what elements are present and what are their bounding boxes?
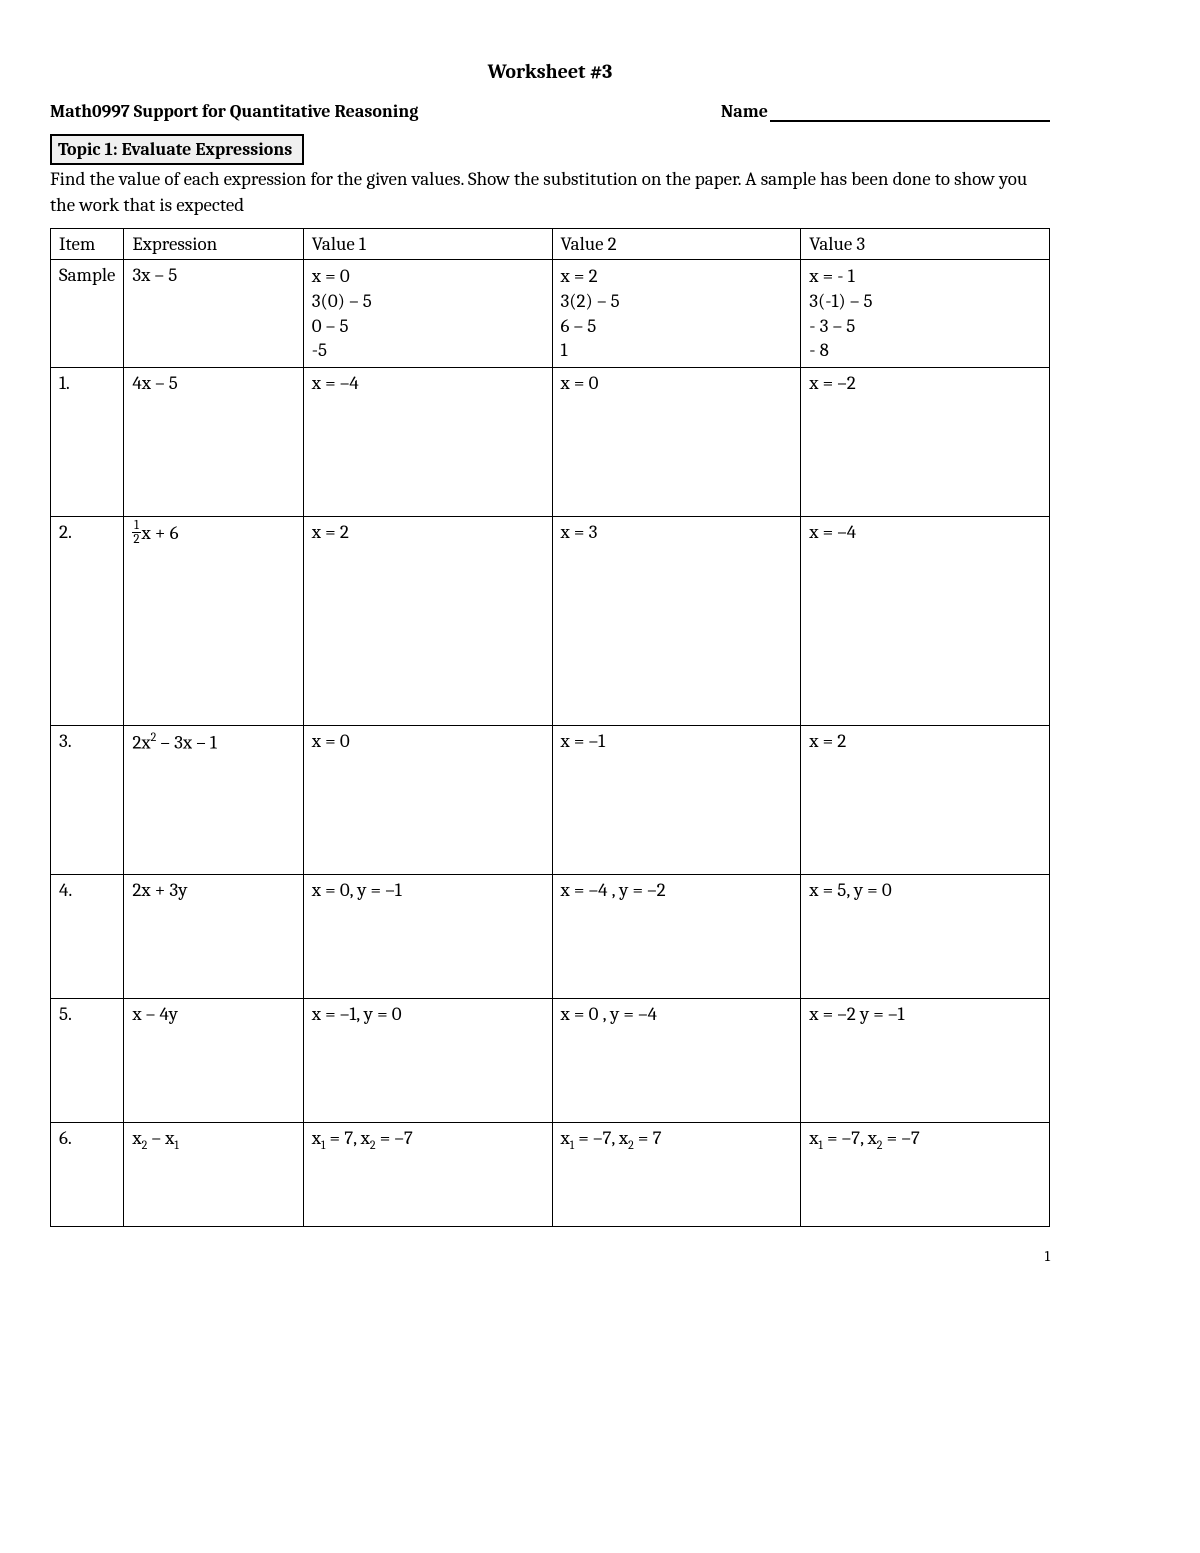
cell-v1: x = –4 — [303, 368, 552, 517]
cell-expr: x – 4y — [124, 999, 303, 1123]
cell-v1: x = 2 — [303, 517, 552, 726]
table-row: 6.x2 – x1x1 = 7, x2 = –7x1 = –7, x2 = 7x… — [51, 1123, 1050, 1227]
cell-v3: x = –4 — [801, 517, 1050, 726]
cell-expr: 2x2 – 3x – 1 — [124, 726, 303, 875]
course-title: Math0997 Support for Quantitative Reason… — [50, 101, 418, 122]
cell-expr: 12x + 6 — [124, 517, 303, 726]
name-field: Name — [721, 101, 1050, 122]
cell-v2: x = –4 , y = –2 — [552, 875, 801, 999]
col-item: Item — [51, 229, 124, 260]
name-label: Name — [721, 101, 768, 122]
cell-v3: x = - 13(-1) – 5- 3 – 5- 8 — [801, 260, 1050, 368]
table-row: 5.x – 4yx = –1, y = 0x = 0 , y = –4x = –… — [51, 999, 1050, 1123]
col-value2: Value 2 — [552, 229, 801, 260]
cell-v2: x = –1 — [552, 726, 801, 875]
cell-expr: 2x + 3y — [124, 875, 303, 999]
cell-v3: x = –2 y = –1 — [801, 999, 1050, 1123]
col-value1: Value 1 — [303, 229, 552, 260]
table-row: 4.2x + 3yx = 0, y = –1x = –4 , y = –2x =… — [51, 875, 1050, 999]
cell-item: 3. — [51, 726, 124, 875]
table-row-sample: Sample3x – 5x = 03(0) – 50 – 5-5x = 23(2… — [51, 260, 1050, 368]
cell-v3: x = 5, y = 0 — [801, 875, 1050, 999]
cell-item: Sample — [51, 260, 124, 368]
cell-item: 1. — [51, 368, 124, 517]
cell-item: 2. — [51, 517, 124, 726]
page-number: 1 — [50, 1247, 1050, 1265]
table-row: 3.2x2 – 3x – 1x = 0x = –1x = 2 — [51, 726, 1050, 875]
cell-v1: x1 = 7, x2 = –7 — [303, 1123, 552, 1227]
col-expression: Expression — [124, 229, 303, 260]
cell-item: 6. — [51, 1123, 124, 1227]
table-row: 1.4x – 5x = –4x = 0x = –2 — [51, 368, 1050, 517]
table-row: 2.12x + 6x = 2x = 3x = –4 — [51, 517, 1050, 726]
cell-expr: 3x – 5 — [124, 260, 303, 368]
cell-v3: x = –2 — [801, 368, 1050, 517]
cell-expr: 4x – 5 — [124, 368, 303, 517]
worksheet-title: Worksheet #3 — [50, 60, 1050, 83]
cell-v2: x = 23(2) – 56 – 51 — [552, 260, 801, 368]
topic-box: Topic 1: Evaluate Expressions — [50, 134, 304, 165]
cell-v3: x = 2 — [801, 726, 1050, 875]
cell-v1: x = –1, y = 0 — [303, 999, 552, 1123]
expressions-table: Item Expression Value 1 Value 2 Value 3 … — [50, 228, 1050, 1227]
cell-v2: x = 0 , y = –4 — [552, 999, 801, 1123]
cell-v2: x = 0 — [552, 368, 801, 517]
table-body: Sample3x – 5x = 03(0) – 50 – 5-5x = 23(2… — [51, 260, 1050, 1227]
cell-v1: x = 03(0) – 50 – 5-5 — [303, 260, 552, 368]
instructions: Find the value of each expression for th… — [50, 167, 1050, 218]
name-underline[interactable] — [770, 104, 1050, 122]
cell-v1: x = 0, y = –1 — [303, 875, 552, 999]
cell-expr: x2 – x1 — [124, 1123, 303, 1227]
cell-item: 5. — [51, 999, 124, 1123]
col-value3: Value 3 — [801, 229, 1050, 260]
cell-v2: x = 3 — [552, 517, 801, 726]
header-row: Math0997 Support for Quantitative Reason… — [50, 101, 1050, 122]
cell-v2: x1 = –7, x2 = 7 — [552, 1123, 801, 1227]
table-header-row: Item Expression Value 1 Value 2 Value 3 — [51, 229, 1050, 260]
cell-v3: x1 = –7, x2 = –7 — [801, 1123, 1050, 1227]
cell-item: 4. — [51, 875, 124, 999]
cell-v1: x = 0 — [303, 726, 552, 875]
